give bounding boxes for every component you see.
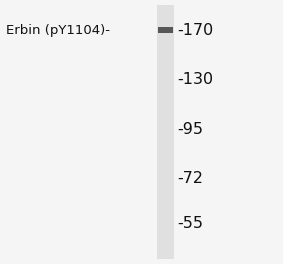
Text: -55: -55 [177,216,203,230]
Text: -95: -95 [177,122,203,137]
Text: Erbin (pY1104)-: Erbin (pY1104)- [6,24,110,37]
Text: -72: -72 [177,171,203,186]
Bar [157,5,174,259]
Text: -170: -170 [177,23,213,38]
Text: -130: -130 [177,72,213,87]
Bar [158,27,173,33]
